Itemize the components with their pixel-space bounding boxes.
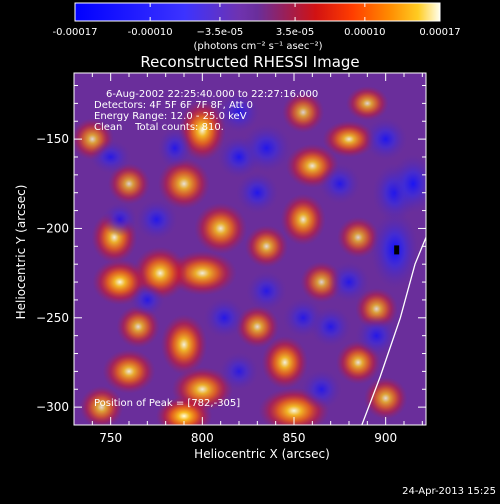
- negative-blob: [309, 306, 352, 348]
- colorbar-tick-label: 0.00017: [419, 27, 460, 38]
- emission-blob: [244, 225, 289, 268]
- negative-blob: [90, 140, 132, 174]
- y-tick-label: −250: [36, 311, 69, 325]
- x-axis: 750 800 850 900: [73, 73, 423, 445]
- x-axis-label: Heliocentric X (arcsec): [194, 447, 330, 461]
- negative-blob: [300, 369, 343, 410]
- chart-title: Reconstructed RHESSI Image: [140, 53, 359, 71]
- emission-blob: [155, 396, 213, 425]
- emission-blob: [235, 305, 280, 348]
- annotation-clean-counts: Clean Total counts: 810.: [94, 122, 224, 133]
- emission-blob: [280, 193, 326, 246]
- x-tick-label: 900: [374, 431, 397, 445]
- negative-blob: [203, 297, 246, 339]
- colorbar-ticks: -0.00017 -0.00010 −3.5e-05 3.5e-05 0.00010 0.…: [53, 3, 461, 38]
- negative-blob: [130, 283, 165, 317]
- emission-blob: [261, 335, 309, 389]
- plot-frame: [73, 72, 427, 426]
- x-tick-label: 800: [191, 431, 214, 445]
- annotation-peak-position: Position of Peak = [782,-305]: [94, 398, 240, 409]
- negative-blob: [328, 261, 370, 303]
- emission-blob: [363, 376, 408, 420]
- emission-blob: [107, 163, 151, 205]
- y-tick-label: −150: [36, 132, 69, 146]
- intensity-map: [74, 85, 426, 425]
- emission-blob: [336, 216, 380, 259]
- emission-blob: [157, 158, 211, 210]
- emission-blob: [194, 202, 248, 255]
- x-tick-label: 850: [283, 431, 306, 445]
- colorbar-tick-label: 3.5e-05: [276, 27, 314, 38]
- colorbar-tick-label: -0.00010: [128, 27, 173, 38]
- negative-blob: [219, 351, 259, 391]
- emission-blob: [160, 314, 208, 375]
- info-annotations: 6-Aug-2002 22:25:40.000 to 22:27:16.000 …: [94, 89, 318, 409]
- colorbar-tick-label: -0.00017: [53, 27, 98, 38]
- colorbar-gradient: [74, 2, 441, 22]
- emission-blob: [167, 250, 237, 296]
- colorbar-tick-label: 0.00010: [344, 27, 385, 38]
- plot-area: [74, 73, 426, 425]
- annotation-detectors: Detectors: 4F 5F 6F 7F 8F, Att 0: [94, 100, 253, 111]
- annotation-time-range: 6-Aug-2002 22:25:40.000 to 22:27:16.000: [106, 89, 318, 100]
- negative-blob: [241, 123, 292, 173]
- negative-blob: [363, 117, 408, 161]
- emission-blob: [281, 91, 325, 133]
- emission-blob: [102, 349, 156, 394]
- timestamp: 24-Apr-2013 15:25: [402, 486, 496, 497]
- y-axis: −150 −200 −250 −300: [36, 85, 426, 414]
- negative-blob: [157, 127, 193, 169]
- emission-blob: [79, 385, 124, 425]
- y-axis-label: Heliocentric Y (arcsec): [14, 185, 28, 320]
- y-tick-label: −200: [36, 221, 69, 235]
- colorbar-tick-label: −3.5e-05: [197, 27, 244, 38]
- y-tick-label: −300: [36, 400, 69, 414]
- negative-blob: [245, 270, 288, 312]
- negative-blob: [235, 171, 279, 214]
- solar-limb-line: [361, 237, 426, 425]
- negative-blob: [390, 154, 426, 214]
- annotation-energy-range: Energy Range: 12.0 - 25.0 keV: [94, 111, 247, 122]
- emission-blob: [345, 85, 389, 121]
- colorbar: -0.00017 -0.00010 −3.5e-05 3.5e-05 0.00010 0.…: [53, 2, 461, 52]
- x-tick-label: 750: [99, 431, 122, 445]
- negative-blob: [318, 163, 361, 205]
- negative-blob: [218, 92, 260, 133]
- negative-blob: [102, 202, 138, 237]
- negative-blob: [355, 315, 398, 357]
- peak-marker: [394, 245, 400, 255]
- negative-blob: [135, 198, 178, 241]
- emission-blob: [322, 120, 376, 158]
- colorbar-units: (photons cm⁻² s⁻¹ asec⁻²): [193, 41, 322, 52]
